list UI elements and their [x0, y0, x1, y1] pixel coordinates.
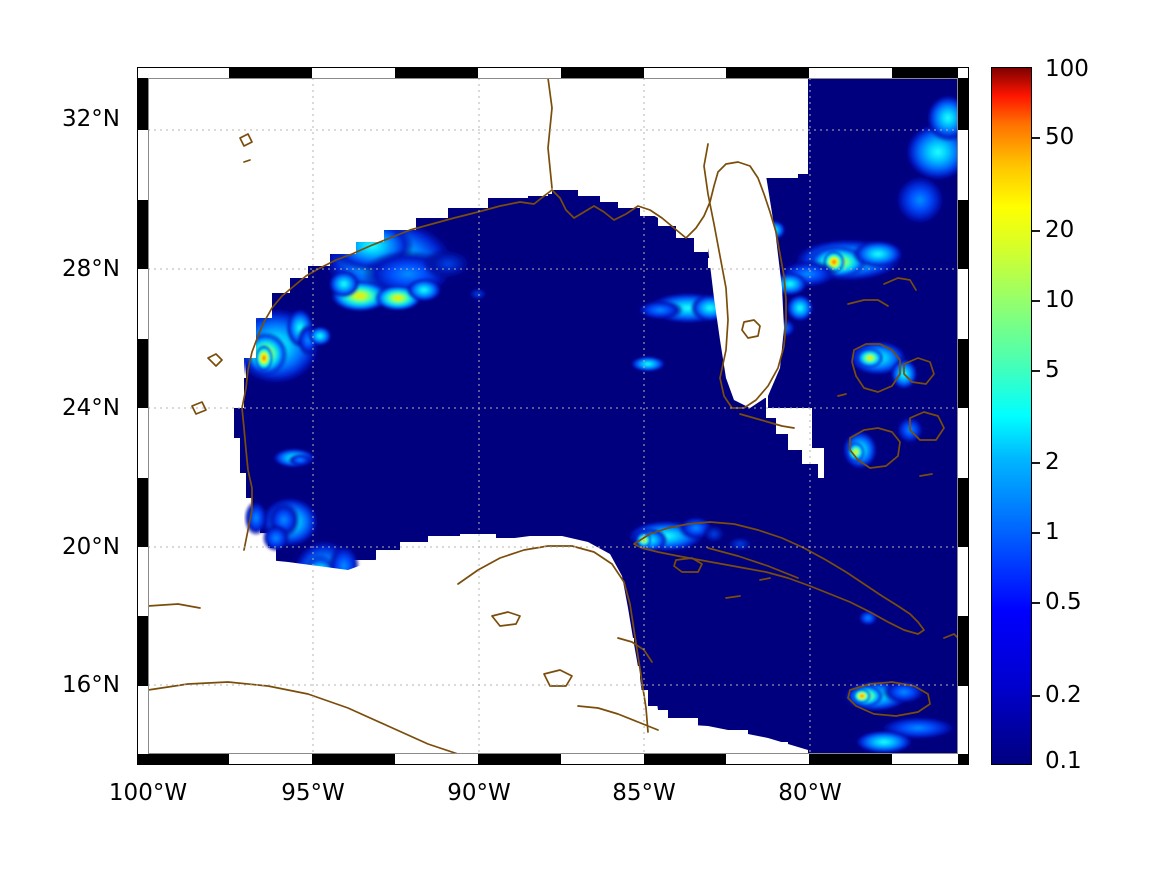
frame-top: [137, 67, 969, 78]
coastlines: [148, 78, 958, 754]
land-masks: [148, 78, 808, 754]
map-plot-area[interactable]: [148, 78, 958, 754]
x-tick-label-80W: 80°W: [778, 780, 842, 806]
y-tick-label-16N: 16°N: [62, 672, 120, 698]
colorbar-tick-20: [1032, 229, 1040, 232]
colorbar-label-1: 1: [1045, 519, 1060, 546]
colorbar-gradient: [991, 67, 1032, 765]
x-tick-label-95W: 95°W: [281, 780, 345, 806]
frame-left: [137, 67, 148, 765]
x-tick-label-90W: 90°W: [447, 780, 511, 806]
colorbar-tick-5: [1032, 369, 1040, 372]
colorbar-label-20: 20: [1045, 216, 1075, 243]
frame-right: [958, 67, 969, 765]
map-raster: [148, 78, 958, 754]
frame-bottom: [137, 754, 969, 765]
colorbar-label-5: 5: [1045, 356, 1060, 383]
colorbar-tick-10: [1032, 299, 1040, 302]
colorbar-label-0.1: 0.1: [1045, 748, 1082, 774]
colorbar-tick-50: [1032, 137, 1040, 140]
colorbar-tick-0.2: [1032, 694, 1040, 697]
gridlines: [148, 78, 958, 754]
colorbar-label-2: 2: [1045, 449, 1060, 476]
colorbar-label-0.5: 0.5: [1045, 589, 1082, 616]
colorbar-tick-2: [1032, 462, 1040, 465]
ocean-data-field: [230, 78, 958, 754]
colorbar-tick-0.5: [1032, 602, 1040, 605]
x-tick-label-85W: 85°W: [612, 780, 676, 806]
y-tick-label-28N: 28°N: [62, 256, 120, 282]
colorbar-label-50: 50: [1045, 124, 1075, 151]
colorbar-label-0.2: 0.2: [1045, 681, 1082, 708]
colorbar-label-10: 10: [1045, 286, 1075, 313]
colorbar-tick-1: [1032, 532, 1040, 535]
y-tick-label-24N: 24°N: [62, 395, 120, 421]
colorbar-label-100: 100: [1045, 56, 1089, 82]
y-tick-label-32N: 32°N: [62, 106, 120, 132]
map-axes[interactable]: [137, 67, 969, 765]
y-tick-label-20N: 20°N: [62, 534, 120, 560]
colorbar[interactable]: 0.1 0.2 0.5 1 2 5 10 20 50 100: [991, 56, 1089, 774]
x-tick-label-100W: 100°W: [108, 780, 188, 806]
